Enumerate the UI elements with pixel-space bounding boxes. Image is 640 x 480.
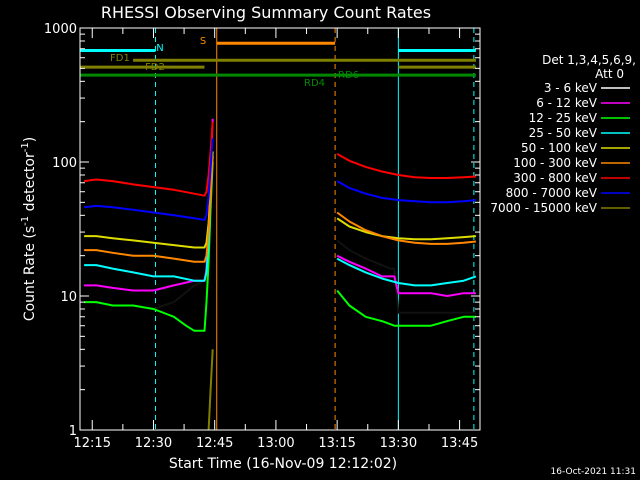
vertical-markers [155, 28, 475, 430]
legend-label: 7000 - 15000 keV [490, 201, 597, 215]
x-axis-label: Start Time (16-Nov-09 12:12:02) [169, 456, 397, 472]
chart-title: RHESSI Observing Summary Count Rates [101, 3, 431, 22]
flag-label: RD6 [338, 70, 359, 81]
flag-bars: N S FD1 FD2 RD4 RD6 [80, 36, 476, 89]
legend-label: 50 - 100 keV [521, 141, 598, 155]
legend-label: 3 - 6 keV [544, 81, 598, 95]
footer-timestamp: 16-Oct-2021 11:31 [551, 467, 636, 477]
flag-label: FD2 [145, 62, 165, 73]
flag-label: N [156, 43, 163, 54]
y-axis: 1 10 100 1000 [44, 22, 480, 439]
legend-label: 25 - 50 keV [529, 126, 598, 140]
series-layer [83, 118, 477, 431]
legend-title-line-1: Det 1,3,4,5,6,9, [542, 53, 636, 67]
legend-title-line-2: Att 0 [595, 67, 624, 81]
y-label-sup2: -1 [20, 142, 31, 152]
legend-label: 300 - 800 keV [513, 171, 597, 185]
flag-label: RD4 [304, 78, 325, 89]
x-tick-label: 12:45 [196, 436, 233, 451]
y-tick-label: 100 [52, 156, 77, 171]
series-line [83, 121, 476, 197]
flag-label: FD1 [110, 53, 130, 64]
flag-label: S [200, 36, 206, 47]
legend-label: 6 - 12 keV [536, 96, 598, 110]
y-tick-label: 10 [60, 290, 77, 305]
y-label-main: Count Rate (s [22, 226, 38, 321]
x-tick-label: 12:15 [74, 436, 111, 451]
x-axis: 12:15 12:30 12:45 13:00 13:15 13:30 13:45 [74, 28, 478, 451]
series-line [84, 156, 476, 263]
legend-label: 100 - 300 keV [513, 156, 597, 170]
series-line [83, 138, 476, 221]
x-tick-label: 12:30 [135, 436, 172, 451]
y-label-end: ) [22, 137, 38, 142]
plot-frame [79, 27, 481, 431]
series-line [207, 349, 214, 431]
x-tick-label: 13:15 [318, 436, 355, 451]
y-label-mid: detector [22, 152, 38, 216]
x-tick-label: 13:00 [257, 436, 294, 451]
legend-label: 12 - 25 keV [529, 111, 598, 125]
legend-label: 800 - 7000 keV [506, 186, 598, 200]
y-label-sup1: -1 [20, 216, 31, 226]
series-line [84, 161, 476, 332]
x-tick-label: 13:45 [441, 436, 478, 451]
y-axis-label: Count Rate (s-1 detector-1) [20, 137, 38, 321]
y-tick-label: 1000 [44, 22, 77, 37]
x-tick-label: 13:30 [380, 436, 417, 451]
y-tick-label: 1 [69, 424, 77, 439]
